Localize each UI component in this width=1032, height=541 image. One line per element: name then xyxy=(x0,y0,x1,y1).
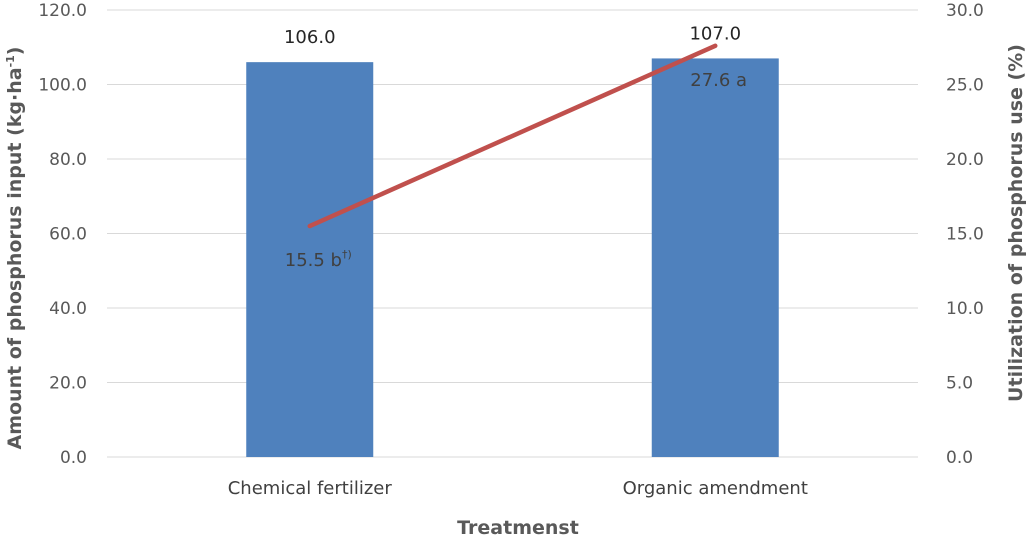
right-axis-ticks: 0.0 5.0 10.0 15.0 20.0 25.0 30.0 xyxy=(946,1,984,468)
line-point xyxy=(309,225,311,227)
left-tick-label: 100.0 xyxy=(38,76,87,96)
category-labels: Chemical fertilizer Organic amendment xyxy=(228,478,808,499)
left-axis-title-main: Amount of phosphorus input (kg·ha xyxy=(4,67,26,449)
bar-series xyxy=(246,58,779,458)
bar-data-label: 107.0 xyxy=(689,23,741,44)
right-tick-label: 10.0 xyxy=(946,299,984,319)
right-tick-label: 25.0 xyxy=(946,76,984,96)
category-label: Chemical fertilizer xyxy=(228,478,393,499)
left-axis-title-end: ) xyxy=(4,47,26,56)
left-tick-label: 120.0 xyxy=(38,1,87,21)
right-tick-label: 15.0 xyxy=(946,225,984,245)
right-tick-label: 0.0 xyxy=(946,448,973,468)
right-tick-label: 5.0 xyxy=(946,374,973,394)
data-labels: 106.0 107.0 15.5 b†) 27.6 a xyxy=(284,23,747,271)
category-label: Organic amendment xyxy=(623,478,808,499)
left-axis-ticks: 0.0 20.0 40.0 60.0 80.0 100.0 120.0 xyxy=(38,1,87,468)
bar xyxy=(246,62,374,458)
bar xyxy=(651,58,779,458)
x-axis-title: Treatmenst xyxy=(457,517,579,539)
right-tick-label: 30.0 xyxy=(946,1,984,21)
left-tick-label: 60.0 xyxy=(49,225,87,245)
gridlines xyxy=(107,9,918,458)
left-axis-title-sup: -1 xyxy=(4,55,17,67)
right-axis-title: Utilization of phosphorus use (%) xyxy=(1005,44,1027,402)
line-data-label: 15.5 b†) xyxy=(285,248,352,271)
line-series-path xyxy=(307,43,718,229)
left-tick-label: 80.0 xyxy=(49,150,87,170)
right-tick-label: 20.0 xyxy=(946,150,984,170)
line-point xyxy=(714,45,716,47)
line-series xyxy=(307,43,718,229)
left-tick-label: 0.0 xyxy=(60,448,87,468)
bar-data-label: 106.0 xyxy=(284,27,336,48)
line-data-label: 27.6 a xyxy=(690,70,747,91)
left-axis-title: Amount of phosphorus input (kg·ha-1) xyxy=(4,47,26,450)
left-tick-label: 20.0 xyxy=(49,374,87,394)
left-tick-label: 40.0 xyxy=(49,299,87,319)
